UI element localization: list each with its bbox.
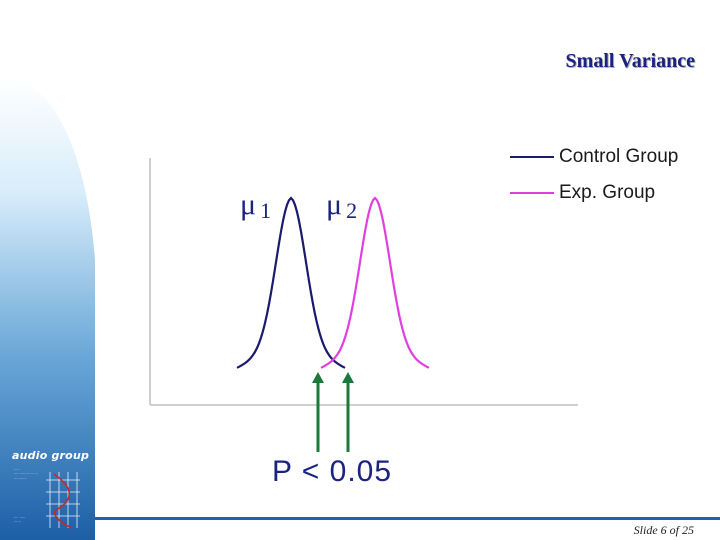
logo-text-top: ····· ···· ········· ······ ··········· bbox=[14, 468, 38, 481]
logo-graphic bbox=[46, 472, 80, 529]
slide-title: Small Variance bbox=[565, 50, 695, 72]
legend-control-swatch bbox=[510, 156, 554, 158]
exp-curve bbox=[320, 196, 430, 369]
logo-title: audio group bbox=[12, 449, 90, 462]
slide-number: Slide 6 of 25 bbox=[633, 523, 694, 537]
legend-exp: Exp. Group bbox=[510, 182, 655, 204]
control-curve bbox=[236, 196, 346, 369]
footer-rule bbox=[95, 517, 720, 520]
legend-control: Control Group bbox=[510, 146, 678, 168]
logo-text-bottom: ···· ····· ······ bbox=[14, 516, 26, 525]
left-arrow bbox=[312, 372, 324, 452]
p-value-annotation: P < 0.05 bbox=[272, 455, 393, 488]
right-arrow bbox=[342, 372, 354, 452]
legend-exp-swatch bbox=[510, 192, 554, 194]
